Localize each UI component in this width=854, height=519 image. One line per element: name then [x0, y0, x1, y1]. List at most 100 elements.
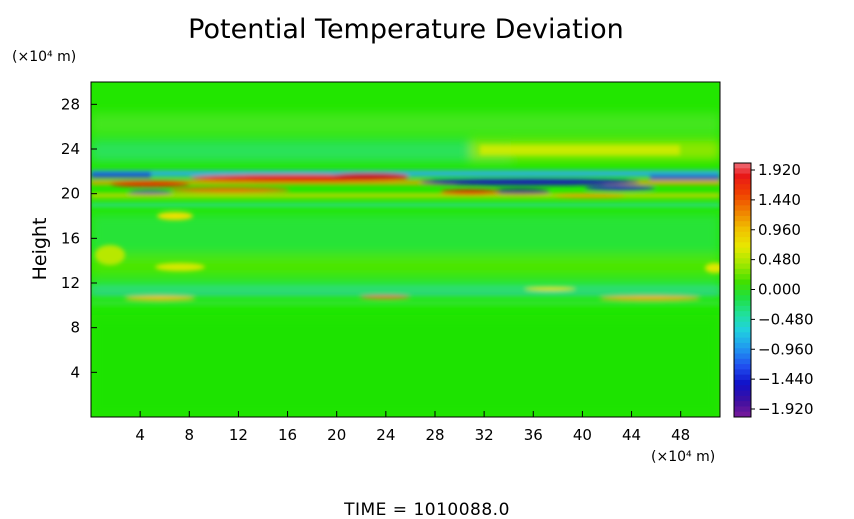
cold-stripe-right	[650, 175, 720, 180]
colorbar-segment	[734, 284, 751, 291]
colorbar-segment	[734, 247, 751, 254]
y-tick-label: 20	[61, 185, 80, 203]
orange-patch-2	[555, 194, 625, 198]
colorbar-segment	[734, 369, 751, 376]
shear-warm-3	[600, 295, 700, 301]
orange-stripe	[91, 180, 720, 185]
y-axis: 4 8 12 16 20 24 28	[61, 95, 97, 381]
y-unit-label: (×10⁴ m)	[12, 49, 76, 65]
colorbar-segment	[734, 342, 751, 349]
colorbar-segment	[734, 163, 751, 169]
warm-anomaly-west	[110, 181, 190, 187]
colorbar-segment	[734, 300, 751, 307]
colorbar-segment	[734, 364, 751, 370]
cold-stripe	[91, 170, 720, 177]
y-tick-label: 16	[61, 229, 80, 247]
colorbar-tick-label: 0.000	[758, 281, 801, 299]
colorbar-segment	[734, 374, 751, 381]
yellow-patch-1	[157, 212, 193, 220]
colorbar-segment	[734, 406, 751, 413]
colorbar-segment	[734, 411, 751, 418]
colorbar-segment	[734, 316, 751, 323]
colorbar-segment	[734, 390, 751, 397]
colorbar-segment	[734, 231, 751, 238]
colorbar-segment	[734, 321, 751, 328]
colorbar-segment	[734, 200, 751, 206]
mid-yellowish-band	[91, 255, 720, 275]
colorbar-segment	[734, 184, 751, 190]
colorbar: 1.920 1.440 0.960 0.480 0.000 −0.480 −0.960 −1.…	[733, 161, 814, 418]
colorbar-segment	[734, 258, 751, 265]
upper-pale-band	[91, 113, 720, 135]
colorbar-tick-label: −1.920	[758, 400, 814, 418]
orange-patch	[170, 187, 290, 193]
colorbar-segment	[734, 401, 751, 407]
colorbar-segment	[734, 268, 751, 275]
yellow-patch-3	[705, 263, 720, 273]
colorbar-segment	[734, 353, 751, 360]
cold-anomaly-east	[585, 185, 655, 191]
cold-anomaly	[420, 178, 640, 186]
colorbar-segment	[734, 189, 751, 196]
y-tick-label: 24	[61, 140, 80, 158]
x-tick-label: 12	[229, 426, 248, 444]
plot-frame	[90, 81, 721, 418]
colorbar-segment	[734, 279, 751, 286]
colorbar-segment	[734, 263, 751, 270]
x-tick-label: 44	[622, 426, 641, 444]
shear-warm-2	[360, 295, 410, 299]
colorbar-tick-label: 1.440	[758, 191, 801, 209]
x-tick-label: 4	[135, 426, 145, 444]
x-tick-label: 16	[278, 426, 297, 444]
teal-stripe-2	[91, 203, 720, 207]
x-tick-label: 48	[671, 426, 690, 444]
warm-patch	[480, 145, 680, 155]
warm-anomaly-core	[332, 173, 408, 179]
colorbar-segment	[734, 332, 751, 339]
colorbar-segment	[734, 395, 751, 402]
colorbar-segment	[734, 178, 751, 185]
x-tick-label: 40	[573, 426, 592, 444]
y-tick-label: 4	[70, 363, 80, 381]
shear-stripe-teal	[91, 286, 720, 290]
colorbar-segment	[734, 221, 751, 227]
mid-teal-band	[91, 214, 720, 254]
colorbar-segment	[734, 305, 751, 312]
yellow-patch-4	[95, 245, 125, 265]
x-tick-label: 24	[376, 426, 395, 444]
colorbar-segment	[734, 379, 751, 386]
colorbar-segment	[734, 194, 751, 201]
yellow-patch-2	[155, 263, 205, 271]
colorbar-segment	[734, 237, 751, 243]
colorbar-segment	[734, 327, 751, 333]
colorbar-segment	[734, 385, 751, 392]
colorbar-segment	[734, 274, 751, 280]
x-tick-label: 32	[475, 426, 494, 444]
lower-green-base	[91, 315, 720, 417]
colorbar-tick-label: −0.480	[758, 310, 814, 328]
y-tick-label: 28	[61, 95, 80, 113]
y-axis-label: Height	[29, 218, 51, 281]
colorbar-tick-label: 0.480	[758, 251, 801, 269]
y-tick-label: 8	[70, 319, 80, 337]
chart-title: Potential Temperature Deviation	[188, 14, 624, 45]
colorbar-segment	[734, 290, 751, 296]
time-label: TIME = 1010088.0	[343, 500, 510, 519]
red-patch	[440, 189, 500, 195]
colorbar-segment	[734, 205, 751, 212]
colorbar-segment	[734, 215, 751, 222]
colorbar-tick-label: −1.440	[758, 370, 814, 388]
colorbar-tick-label: 1.920	[758, 161, 801, 179]
colorbar-segment	[734, 173, 751, 180]
colorbar-segment	[734, 226, 751, 233]
x-tick-label: 8	[185, 426, 195, 444]
upper-teal-band	[91, 140, 511, 162]
colorbar-segment	[734, 242, 751, 249]
x-tick-label: 36	[524, 426, 543, 444]
x-unit-label: (×10⁴ m)	[651, 449, 715, 465]
x-tick-label: 28	[425, 426, 444, 444]
shear-stripe-blue	[91, 292, 720, 295]
colorbar-tick-label: 0.960	[758, 221, 801, 239]
x-axis: 4 8 12 16 20 24 28 32 36 40 44 48	[135, 411, 690, 444]
colorbar-segment	[734, 252, 751, 259]
